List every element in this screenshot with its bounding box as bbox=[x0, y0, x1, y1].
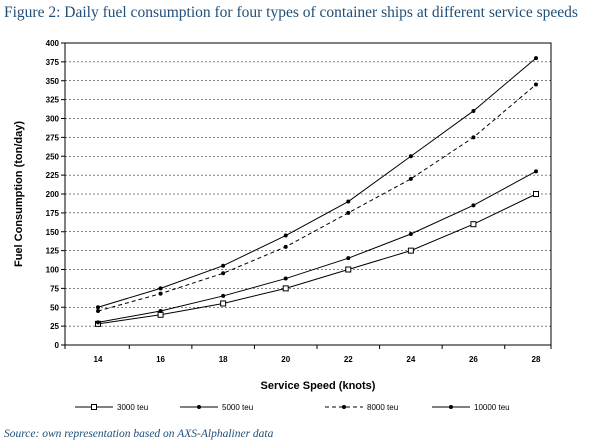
legend-item: 3000 teu bbox=[75, 403, 148, 412]
legend-item: 8000 teu bbox=[325, 403, 398, 412]
data-point bbox=[533, 191, 539, 197]
data-point bbox=[283, 233, 288, 238]
data-point bbox=[346, 210, 351, 215]
y-tick-label: 0 bbox=[55, 341, 60, 350]
series-line bbox=[97, 170, 537, 323]
y-tick-label: 75 bbox=[50, 284, 59, 293]
figure-title: Figure 2: Daily fuel consumption for fou… bbox=[4, 4, 578, 21]
series-line bbox=[97, 193, 537, 325]
data-point bbox=[408, 176, 413, 181]
x-tick-label: 14 bbox=[94, 355, 103, 364]
series-8000-teu bbox=[96, 82, 538, 314]
y-tick-label: 400 bbox=[46, 39, 60, 48]
y-tick-label: 25 bbox=[50, 322, 59, 331]
legend-marker bbox=[197, 405, 201, 409]
data-point bbox=[534, 169, 538, 174]
data-point bbox=[471, 135, 476, 140]
data-point bbox=[221, 271, 226, 276]
y-tick-label: 50 bbox=[50, 303, 59, 312]
legend-label: 5000 teu bbox=[222, 403, 253, 412]
x-tick-label: 18 bbox=[219, 355, 228, 364]
data-point bbox=[534, 82, 538, 87]
data-point bbox=[283, 276, 288, 281]
legend-marker bbox=[91, 404, 97, 410]
data-point bbox=[220, 300, 227, 307]
y-tick-label: 200 bbox=[46, 190, 60, 199]
x-tick-label: 24 bbox=[406, 355, 415, 364]
y-tick-label: 275 bbox=[46, 133, 60, 142]
series-10000-teu bbox=[96, 56, 538, 310]
y-tick-label: 150 bbox=[46, 228, 60, 237]
y-axis-ticks: 0 25 50 75 100 125 150 175 200 225 250 275 300 325 350… bbox=[46, 39, 65, 350]
y-tick-label: 100 bbox=[46, 266, 60, 275]
data-point bbox=[158, 286, 163, 291]
data-point bbox=[471, 203, 476, 208]
data-point bbox=[470, 221, 477, 228]
data-point bbox=[158, 291, 163, 296]
y-tick-label: 350 bbox=[46, 77, 60, 86]
data-point bbox=[345, 266, 352, 273]
legend-label: 10000 teu bbox=[474, 403, 510, 412]
gridlines bbox=[65, 61, 551, 327]
legend-item: 10000 teu bbox=[432, 403, 510, 412]
y-tick-label: 300 bbox=[46, 115, 60, 124]
x-axis-label: Service Speed (knots) bbox=[261, 380, 376, 392]
series-lines bbox=[95, 56, 539, 327]
data-point bbox=[346, 199, 351, 204]
legend-marker bbox=[342, 405, 346, 409]
series-line bbox=[97, 84, 537, 312]
legend-label: 3000 teu bbox=[117, 403, 148, 412]
x-axis-ticks: 14 16 18 20 22 24 26 28 bbox=[64, 345, 552, 364]
x-tick-label: 22 bbox=[344, 355, 353, 364]
data-point bbox=[283, 244, 288, 249]
data-point bbox=[407, 247, 414, 254]
data-point bbox=[96, 320, 100, 325]
y-tick-label: 250 bbox=[46, 152, 60, 161]
x-tick-label: 28 bbox=[532, 355, 541, 364]
y-tick-label: 225 bbox=[46, 171, 60, 180]
series-line bbox=[97, 57, 537, 308]
y-tick-label: 325 bbox=[46, 96, 60, 105]
legend: 3000 teu 5000 teu 8000 teu 10000 teu bbox=[75, 403, 510, 412]
data-point bbox=[534, 56, 538, 61]
figure-source: Source: own representation based on AXS-… bbox=[4, 428, 274, 440]
data-point bbox=[282, 285, 289, 292]
x-tick-label: 26 bbox=[469, 355, 478, 364]
y-tick-label: 125 bbox=[46, 247, 60, 256]
data-point bbox=[221, 293, 226, 298]
data-point bbox=[408, 154, 413, 159]
data-point bbox=[346, 256, 351, 261]
legend-marker bbox=[449, 405, 453, 409]
data-point bbox=[96, 309, 100, 314]
data-point bbox=[157, 311, 164, 318]
y-tick-label: 375 bbox=[46, 58, 60, 67]
y-tick-label: 175 bbox=[46, 209, 60, 218]
data-point bbox=[158, 309, 163, 314]
data-point bbox=[96, 305, 100, 310]
data-point bbox=[221, 263, 226, 268]
data-point bbox=[408, 232, 413, 237]
x-tick-label: 20 bbox=[281, 355, 290, 364]
x-tick-label: 16 bbox=[156, 355, 165, 364]
legend-label: 8000 teu bbox=[367, 403, 398, 412]
legend-item: 5000 teu bbox=[180, 403, 253, 412]
series-5000-teu bbox=[96, 169, 538, 325]
data-point bbox=[471, 108, 476, 113]
y-axis-label: Fuel Consumption (ton/day) bbox=[13, 121, 25, 267]
